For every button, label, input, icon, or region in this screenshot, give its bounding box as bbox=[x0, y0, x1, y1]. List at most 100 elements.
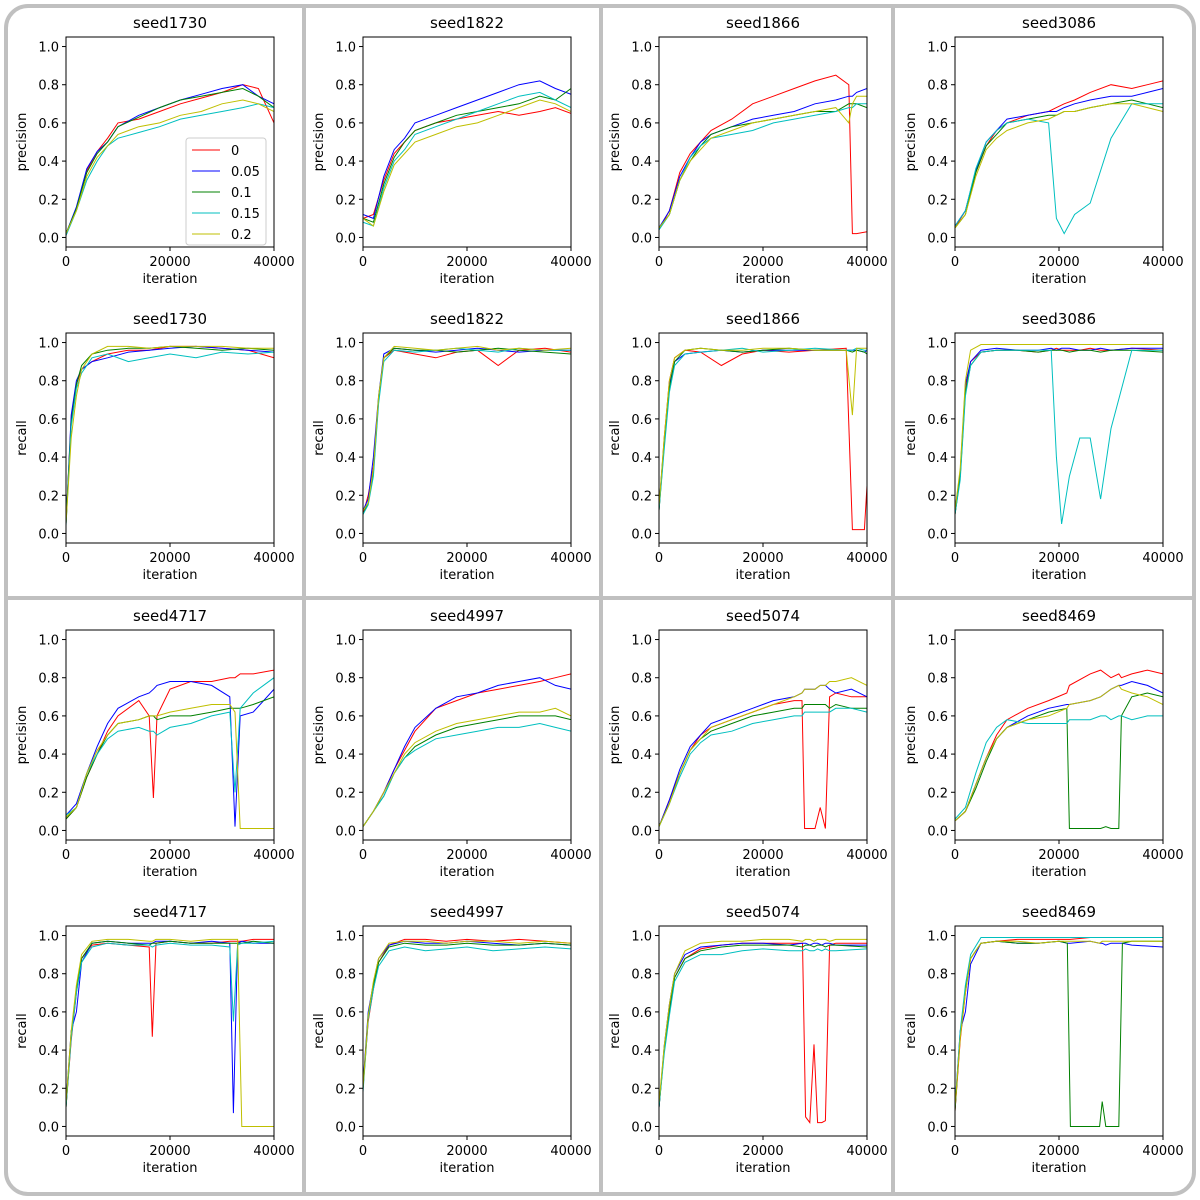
y-tick-label: 0.0 bbox=[335, 1120, 356, 1135]
series-line-0.2 bbox=[955, 103, 1163, 229]
y-tick-label: 0.2 bbox=[335, 786, 356, 801]
y-tick-label: 0.0 bbox=[927, 231, 948, 246]
x-axis-label: iteration bbox=[143, 865, 198, 880]
subplot-title: seed1866 bbox=[726, 14, 800, 32]
y-tick-label: 0.4 bbox=[927, 155, 948, 170]
series-lines bbox=[659, 347, 867, 531]
series-line-0.05 bbox=[659, 942, 867, 1108]
series-line-0.05 bbox=[955, 940, 1163, 1108]
series-line-0.15 bbox=[955, 937, 1163, 1108]
y-axis-label: recall bbox=[608, 420, 623, 455]
y-tick-label: 0.8 bbox=[631, 79, 652, 94]
axes-frame bbox=[954, 332, 1164, 544]
x-tick-label: 40000 bbox=[1142, 848, 1183, 863]
series-line-0.2 bbox=[66, 938, 274, 1127]
y-tick-label: 0.6 bbox=[335, 1006, 356, 1021]
x-axis-label: iteration bbox=[1032, 865, 1087, 880]
x-tick-label: 40000 bbox=[846, 551, 887, 566]
subplot-seed4997-precision: seed4997 0.0 0.2 0.4 0.6 0.8 1.0 0 20000 40000 ite… bbox=[312, 607, 592, 880]
y-tick-label: 0.0 bbox=[631, 231, 652, 246]
subplot-title: seed1822 bbox=[430, 14, 504, 32]
x-tick-label: 0 bbox=[62, 1144, 70, 1159]
y-tick-label: 0.8 bbox=[927, 79, 948, 94]
y-tick-label: 0.8 bbox=[335, 672, 356, 687]
x-tick-label: 0 bbox=[655, 1144, 663, 1159]
y-tick-label: 0.4 bbox=[335, 451, 356, 466]
subplot-title: seed4717 bbox=[133, 903, 207, 921]
y-tick-label: 0.6 bbox=[38, 710, 59, 725]
legend-label: 0 bbox=[231, 144, 239, 159]
y-tick-label: 0.4 bbox=[927, 451, 948, 466]
series-lines bbox=[955, 669, 1163, 829]
x-tick-label: 20000 bbox=[446, 551, 487, 566]
x-tick-label: 0 bbox=[359, 1144, 367, 1159]
series-line-0.2 bbox=[66, 99, 274, 234]
series-line-0.05 bbox=[659, 88, 867, 229]
x-tick-label: 40000 bbox=[550, 255, 591, 270]
y-tick-label: 0.8 bbox=[631, 968, 652, 983]
series-line-0.15 bbox=[363, 91, 571, 227]
subplot-seed4997-recall: seed4997 0.0 0.2 0.4 0.6 0.8 1.0 0 20000 40000 ite… bbox=[312, 903, 592, 1176]
y-tick-label: 0.8 bbox=[38, 375, 59, 390]
series-line-0 bbox=[363, 673, 571, 827]
axes-frame bbox=[658, 332, 868, 544]
series-line-0.15 bbox=[363, 946, 571, 1093]
y-tick-label: 0.4 bbox=[631, 748, 652, 763]
series-lines bbox=[659, 938, 867, 1125]
x-tick-label: 20000 bbox=[742, 255, 783, 270]
subplot-title: seed3086 bbox=[1022, 310, 1096, 328]
series-line-0.05 bbox=[66, 940, 274, 1114]
y-tick-label: 1.0 bbox=[335, 930, 356, 945]
y-tick-label: 1.0 bbox=[335, 41, 356, 56]
series-line-0.05 bbox=[659, 684, 867, 827]
legend-label: 0.05 bbox=[231, 165, 260, 180]
y-tick-label: 0.0 bbox=[38, 527, 59, 542]
y-tick-label: 1.0 bbox=[631, 41, 652, 56]
series-line-0.1 bbox=[955, 99, 1163, 229]
x-tick-label: 0 bbox=[951, 848, 959, 863]
x-axis-label: iteration bbox=[1032, 272, 1087, 287]
y-tick-label: 0.8 bbox=[38, 672, 59, 687]
series-line-0.2 bbox=[66, 704, 274, 829]
y-axis-label: precision bbox=[15, 706, 30, 765]
subplot-seed1822-precision: seed1822 0.0 0.2 0.4 0.6 0.8 1.0 0 20000 40000 ite… bbox=[312, 14, 592, 287]
series-line-0.2 bbox=[659, 938, 867, 1104]
x-axis-label: iteration bbox=[736, 865, 791, 880]
x-tick-label: 20000 bbox=[149, 551, 190, 566]
y-tick-label: 0.4 bbox=[927, 1044, 948, 1059]
y-tick-label: 0.2 bbox=[335, 193, 356, 208]
series-line-0.15 bbox=[66, 351, 274, 526]
axes-frame bbox=[65, 629, 275, 841]
y-tick-label: 0.4 bbox=[631, 1044, 652, 1059]
y-tick-label: 0.6 bbox=[927, 117, 948, 132]
subplot-title: seed4717 bbox=[133, 607, 207, 625]
x-axis-label: iteration bbox=[1032, 568, 1087, 583]
subplot-title: seed1730 bbox=[133, 14, 207, 32]
axes-frame bbox=[65, 925, 275, 1137]
x-axis-label: iteration bbox=[440, 272, 495, 287]
y-tick-label: 1.0 bbox=[38, 930, 59, 945]
y-tick-label: 1.0 bbox=[927, 634, 948, 649]
series-line-0.15 bbox=[66, 940, 274, 1108]
x-tick-label: 40000 bbox=[550, 848, 591, 863]
x-tick-label: 20000 bbox=[446, 255, 487, 270]
series-line-0.2 bbox=[363, 940, 571, 1089]
axes-frame bbox=[362, 925, 572, 1137]
legend-box bbox=[185, 137, 267, 246]
subplot-seed1730-recall: seed1730 0.0 0.2 0.4 0.6 0.8 1.0 0 20000 40000 ite… bbox=[15, 310, 295, 583]
y-tick-label: 0.6 bbox=[335, 413, 356, 428]
x-tick-label: 20000 bbox=[742, 551, 783, 566]
series-line-0.15 bbox=[66, 677, 274, 816]
series-line-0.15 bbox=[955, 349, 1163, 524]
y-tick-label: 0.2 bbox=[927, 786, 948, 801]
series-line-0.15 bbox=[363, 722, 571, 827]
subplot-seed1866-precision: seed1866 0.0 0.2 0.4 0.6 0.8 1.0 0 20000 40000 ite… bbox=[608, 14, 888, 287]
y-axis-label: precision bbox=[904, 706, 919, 765]
y-tick-label: 0.4 bbox=[335, 155, 356, 170]
x-tick-label: 0 bbox=[951, 255, 959, 270]
y-tick-label: 0.4 bbox=[38, 748, 59, 763]
y-tick-label: 0.6 bbox=[38, 117, 59, 132]
series-line-0.15 bbox=[955, 715, 1163, 820]
x-axis-label: iteration bbox=[143, 568, 198, 583]
